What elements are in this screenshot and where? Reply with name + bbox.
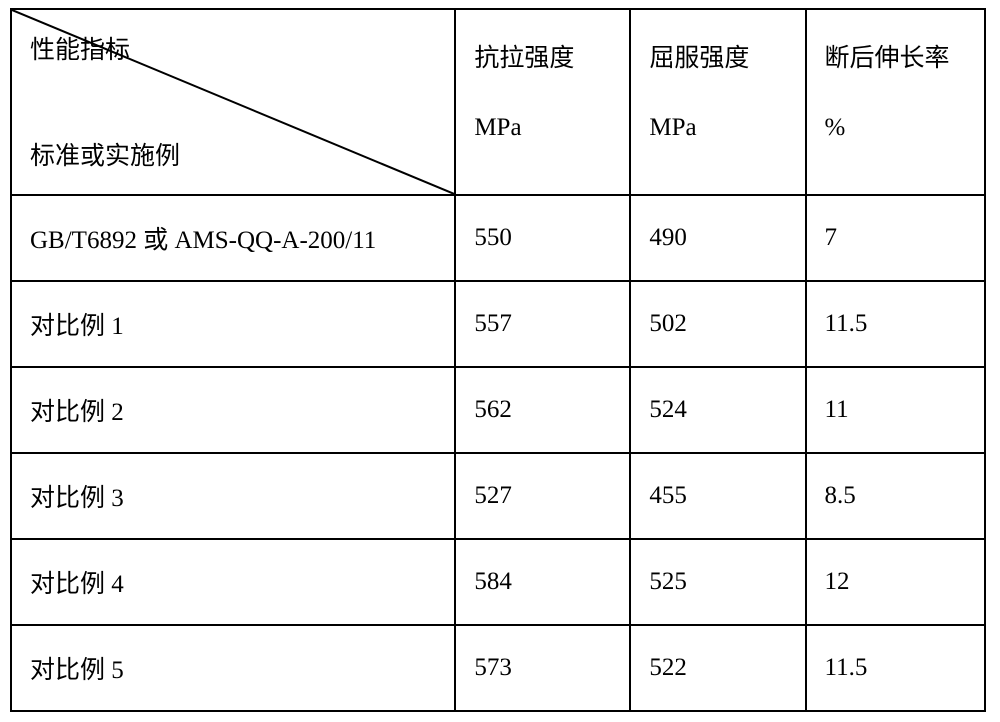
table-row: 对比例 4 584 525 12	[11, 539, 985, 625]
row-tensile: 573	[455, 625, 630, 711]
table-header-row: 性能指标 标准或实施例 抗拉强度 MPa 屈服强度 MPa 断后伸长率 %	[11, 9, 985, 195]
table-container: 性能指标 标准或实施例 抗拉强度 MPa 屈服强度 MPa 断后伸长率 % GB…	[0, 0, 1000, 722]
row-yield: 525	[630, 539, 805, 625]
row-yield: 524	[630, 367, 805, 453]
header-yield-strength: 屈服强度 MPa	[630, 9, 805, 195]
row-label: 对比例 2	[11, 367, 455, 453]
row-label: GB/T6892 或 AMS-QQ-A-200/11	[11, 195, 455, 281]
row-tensile: 557	[455, 281, 630, 367]
header-diagonal-cell: 性能指标 标准或实施例	[11, 9, 455, 195]
header-elongation: 断后伸长率 %	[806, 9, 986, 195]
table-row: 对比例 2 562 524 11	[11, 367, 985, 453]
row-yield: 455	[630, 453, 805, 539]
properties-table: 性能指标 标准或实施例 抗拉强度 MPa 屈服强度 MPa 断后伸长率 % GB…	[10, 8, 986, 712]
row-elongation: 11	[806, 367, 986, 453]
table-row: GB/T6892 或 AMS-QQ-A-200/11 550 490 7	[11, 195, 985, 281]
row-label: 对比例 5	[11, 625, 455, 711]
row-label: 对比例 1	[11, 281, 455, 367]
header-col3-line2: MPa	[649, 114, 786, 142]
row-yield: 522	[630, 625, 805, 711]
row-tensile: 550	[455, 195, 630, 281]
row-elongation: 11.5	[806, 281, 986, 367]
header-col4-line2: %	[825, 114, 967, 142]
row-tensile: 584	[455, 539, 630, 625]
row-yield: 502	[630, 281, 805, 367]
row-label: 对比例 4	[11, 539, 455, 625]
header-col2-line2: MPa	[474, 114, 611, 142]
row-tensile: 527	[455, 453, 630, 539]
header-col3-line1: 屈服强度	[649, 38, 786, 74]
header-top-label: 性能指标	[30, 30, 130, 66]
header-col4-line1: 断后伸长率	[825, 38, 967, 74]
table-row: 对比例 5 573 522 11.5	[11, 625, 985, 711]
row-yield: 490	[630, 195, 805, 281]
row-elongation: 12	[806, 539, 986, 625]
row-label: 对比例 3	[11, 453, 455, 539]
header-tensile-strength: 抗拉强度 MPa	[455, 9, 630, 195]
header-col2-line1: 抗拉强度	[474, 38, 611, 74]
row-elongation: 7	[806, 195, 986, 281]
table-row: 对比例 3 527 455 8.5	[11, 453, 985, 539]
table-row: 对比例 1 557 502 11.5	[11, 281, 985, 367]
row-elongation: 11.5	[806, 625, 986, 711]
row-elongation: 8.5	[806, 453, 986, 539]
row-tensile: 562	[455, 367, 630, 453]
header-bottom-label: 标准或实施例	[30, 136, 180, 172]
